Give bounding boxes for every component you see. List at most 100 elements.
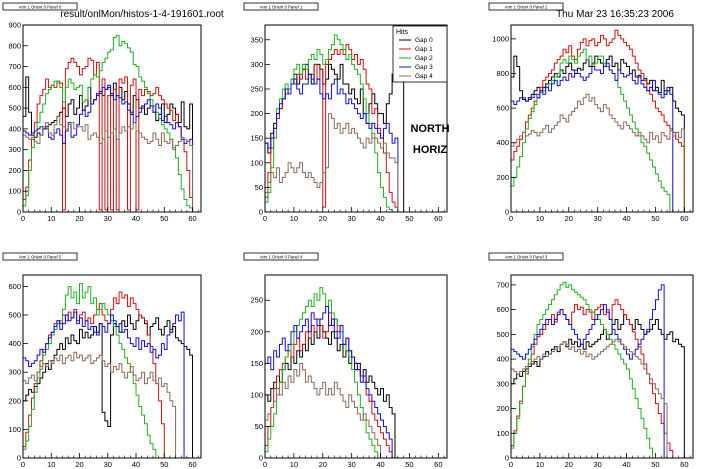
- y-tick-label: 200: [8, 166, 21, 175]
- panel-plot-area: [23, 34, 194, 212]
- series-line-gap-4: [23, 115, 194, 212]
- y-tick-label: 700: [8, 62, 21, 71]
- x-tick-label: 20: [565, 460, 573, 469]
- panel-title-box: [243, 252, 319, 261]
- series-line-gap-3: [23, 84, 194, 212]
- y-tick-label: 300: [8, 368, 21, 377]
- x-tick-label: 0: [263, 214, 267, 223]
- y-tick-label: 800: [496, 69, 509, 78]
- y-tick-label: 400: [496, 138, 509, 147]
- legend-entry-1: Gap 1: [415, 46, 433, 53]
- x-tick-label: 20: [319, 214, 327, 223]
- y-tick-label: 600: [8, 83, 21, 92]
- y-tick-label: 200: [250, 327, 263, 336]
- y-tick-label: 500: [496, 330, 509, 339]
- x-tick-label: 40: [622, 460, 630, 469]
- y-tick-label: 100: [250, 158, 263, 167]
- x-tick-label: 40: [132, 460, 140, 469]
- series-line-gap-2: [23, 34, 194, 212]
- legend-box: [392, 25, 448, 83]
- x-tick-label: 30: [347, 214, 355, 223]
- x-tick-label: 30: [104, 460, 112, 469]
- panel-frame: [264, 274, 448, 459]
- y-tick-label: 50: [255, 422, 263, 431]
- panel-frame: [510, 274, 694, 459]
- annotation-north-horiz: NORTH HORIZ: [410, 123, 449, 156]
- x-tick-label: 20: [565, 214, 573, 223]
- x-tick-label: 40: [376, 214, 384, 223]
- y-tick-label: 100: [250, 390, 263, 399]
- x-tick-label: 60: [188, 214, 196, 223]
- y-tick-label: 200: [250, 109, 263, 118]
- y-tick-label: 100: [8, 187, 21, 196]
- panel-frame: [22, 24, 202, 213]
- panel-frame: [264, 24, 448, 213]
- x-tick-label: 10: [536, 460, 544, 469]
- x-tick-label: 60: [434, 460, 442, 469]
- x-tick-label: 10: [47, 460, 55, 469]
- x-tick-label: 10: [47, 214, 55, 223]
- file-label: result/onlMon/histos-1-4-191601.root: [60, 9, 224, 20]
- y-tick-label: 100: [8, 425, 21, 434]
- x-tick-label: 60: [188, 460, 196, 469]
- x-tick-label: 60: [434, 214, 442, 223]
- x-tick-label: 0: [509, 460, 513, 469]
- histogram-panel-4: Arm 1 Orient 0 Panel 50 10 20 30 40 50 6001002…: [2, 252, 202, 469]
- x-tick-label: 0: [21, 214, 25, 223]
- y-tick-label: 350: [250, 35, 263, 44]
- y-tick-label: 0: [505, 454, 509, 463]
- y-tick-label: 250: [250, 296, 263, 305]
- y-tick-label: 50: [255, 183, 263, 192]
- series-line-gap-2: [265, 287, 379, 458]
- series-line-gap-4: [511, 338, 668, 458]
- y-tick-label: 0: [17, 454, 21, 463]
- series-line-gap-3: [265, 306, 393, 458]
- x-tick-label: 40: [622, 214, 630, 223]
- histogram-panel-3: Arm 1 Orient 0 Panel 20 10 20 30 40 50 6002004…: [488, 2, 694, 223]
- panel-plot-area: [511, 29, 685, 212]
- series-line-gap-0: [23, 314, 194, 458]
- histogram-panel-1: Arm 1 Orient 0 Panel 00 10 20 30 40 50 6001002…: [2, 2, 202, 223]
- panel-plot-area: [265, 287, 396, 458]
- y-tick-label: 0: [259, 454, 263, 463]
- y-tick-label: 500: [8, 104, 21, 113]
- y-tick-label: 200: [496, 173, 509, 182]
- series-line-gap-3: [511, 284, 665, 458]
- panels-group: Arm 1 Orient 0 Panel 00 10 20 30 40 50 6001002…: [2, 2, 694, 469]
- y-tick-label: 150: [250, 359, 263, 368]
- series-line-gap-3: [511, 62, 674, 212]
- panel-title-box: [488, 252, 564, 261]
- panel-frame: [510, 24, 694, 213]
- x-tick-label: 20: [319, 460, 327, 469]
- panel-title: Arm 1 Orient 0 Panel 3: [505, 255, 548, 260]
- y-tick-label: 0: [17, 208, 21, 217]
- series-line-gap-4: [511, 93, 685, 212]
- annotation-north: NORTH: [410, 123, 449, 135]
- y-tick-label: 200: [496, 404, 509, 413]
- x-tick-label: 10: [536, 214, 544, 223]
- annotation-horiz: HORIZ: [413, 144, 448, 156]
- histogram-panel-5: Arm 1 Orient 0 Panel 4 0 10 20 30 40 50 60 0 50 10…: [243, 252, 448, 469]
- y-tick-label: 0: [505, 208, 509, 217]
- y-tick-label: 400: [8, 339, 21, 348]
- y-tick-label: 900: [8, 21, 21, 30]
- series-line-gap-3: [265, 73, 399, 212]
- panel-title: Arm 1 Orient 0 Panel 0: [19, 5, 62, 10]
- series-line-gap-1: [265, 44, 399, 212]
- histogram-panel-6: Arm 1 Orient 0 Panel 30 10 20 30 40 50 6001002…: [488, 252, 694, 469]
- x-tick-label: 60: [680, 214, 688, 223]
- legend-entry-2: Gap 2: [415, 55, 433, 62]
- legend-entry-4: Gap 4: [415, 73, 433, 80]
- series-line-gap-2: [511, 48, 671, 212]
- series-line-gap-4: [23, 351, 177, 458]
- x-tick-label: 30: [104, 214, 112, 223]
- panel-title: Arm 1 Orient 0 Panel 1: [260, 5, 303, 10]
- x-tick-label: 50: [651, 460, 659, 469]
- panel-plot-area: [511, 281, 685, 458]
- x-tick-label: 50: [160, 214, 168, 223]
- panel-title: Arm 1 Orient 0 Panel 5: [19, 255, 62, 260]
- y-tick-label: 300: [496, 379, 509, 388]
- panel-title: Arm 1 Orient 0 Panel 4: [260, 255, 303, 260]
- x-tick-label: 40: [376, 460, 384, 469]
- timestamp: Thu Mar 23 16:35:23 2006: [556, 9, 674, 20]
